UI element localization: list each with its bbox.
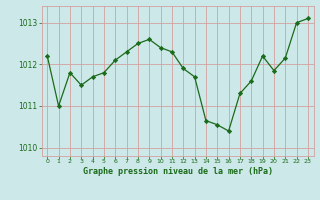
X-axis label: Graphe pression niveau de la mer (hPa): Graphe pression niveau de la mer (hPa) <box>83 167 273 176</box>
